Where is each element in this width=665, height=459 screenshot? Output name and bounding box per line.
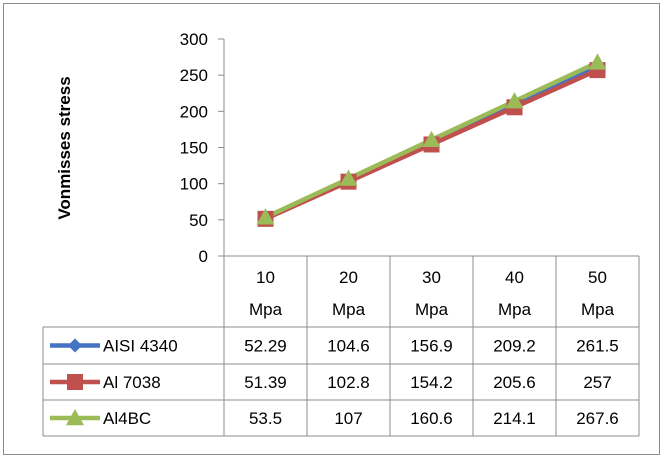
legend-key-marker xyxy=(67,374,83,390)
legend-series-name: Al 7038 xyxy=(103,373,161,392)
table-cell-value: 209.2 xyxy=(493,337,536,356)
legend-series-name: Al4BC xyxy=(103,409,151,428)
table-cell-value: 160.6 xyxy=(410,409,453,428)
data-point-2-3 xyxy=(505,92,524,109)
y-tick-label: 100 xyxy=(180,175,208,194)
data-point-2-0 xyxy=(256,208,275,225)
chart-frame xyxy=(3,3,660,455)
series-markers xyxy=(256,53,607,227)
table-cell-value: 205.6 xyxy=(493,373,536,392)
x-category-value: 30 xyxy=(422,268,441,287)
x-category-unit: Mpa xyxy=(581,300,615,319)
table-cell-value: 51.39 xyxy=(244,373,287,392)
table-cell-value: 154.2 xyxy=(410,373,453,392)
y-tick-label: 50 xyxy=(189,211,208,230)
x-category-unit: Mpa xyxy=(415,300,449,319)
y-tick-label: 300 xyxy=(180,30,208,49)
legend-key-marker xyxy=(68,338,82,353)
legend-key-marker xyxy=(66,409,84,426)
table-cell-value: 52.29 xyxy=(244,337,287,356)
y-tick-label: 150 xyxy=(180,139,208,158)
x-category-value: 50 xyxy=(588,268,607,287)
y-tick-label: 200 xyxy=(180,102,208,121)
table-cell-value: 107 xyxy=(334,409,362,428)
table-cell-value: 267.6 xyxy=(576,409,619,428)
data-point-2-2 xyxy=(422,130,441,148)
data-point-2-4 xyxy=(588,53,607,70)
table-cell-value: 156.9 xyxy=(410,337,453,356)
x-category-unit: Mpa xyxy=(498,300,532,319)
table-cell-value: 257 xyxy=(583,373,611,392)
table-cell-value: 102.8 xyxy=(327,373,370,392)
x-category-unit: Mpa xyxy=(332,300,366,319)
legend-series-name: AISI 4340 xyxy=(103,337,178,356)
plot-axes: 0 50 100 150 200 250 300 xyxy=(180,30,639,266)
x-category-value: 40 xyxy=(505,268,524,287)
data-point-2-1 xyxy=(339,169,358,186)
y-axis-title: Vonmisses stress xyxy=(55,76,74,219)
x-category-value: 20 xyxy=(339,268,358,287)
table-cell-value: 53.5 xyxy=(249,409,282,428)
x-category-unit: Mpa xyxy=(249,300,283,319)
x-category-value: 10 xyxy=(256,268,275,287)
table-cell-value: 261.5 xyxy=(576,337,619,356)
table-cell-value: 104.6 xyxy=(327,337,370,356)
data-table: 10 Mpa 20 Mpa 30 Mpa 40 Mpa 50 Mpa AISI 4340 52.29 1… xyxy=(42,256,640,437)
y-tick-label: 0 xyxy=(199,247,208,266)
y-tick-label: 250 xyxy=(180,66,208,85)
table-cell-value: 214.1 xyxy=(493,409,536,428)
